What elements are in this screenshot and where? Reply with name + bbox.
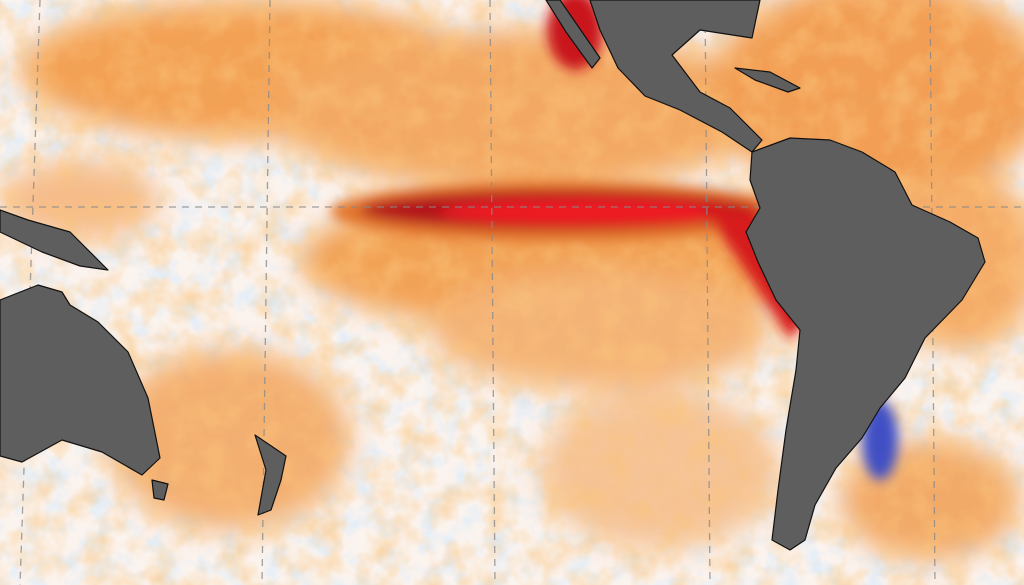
north-central-america [589, 0, 763, 153]
new-guinea [0, 209, 109, 271]
australia [0, 284, 161, 476]
meridian-line [489, 0, 496, 585]
tasmania [151, 479, 169, 501]
south-america [745, 137, 986, 551]
new-zealand [254, 434, 287, 516]
landmasses [0, 0, 986, 551]
baja-california [545, 0, 601, 69]
cuba [734, 67, 801, 93]
